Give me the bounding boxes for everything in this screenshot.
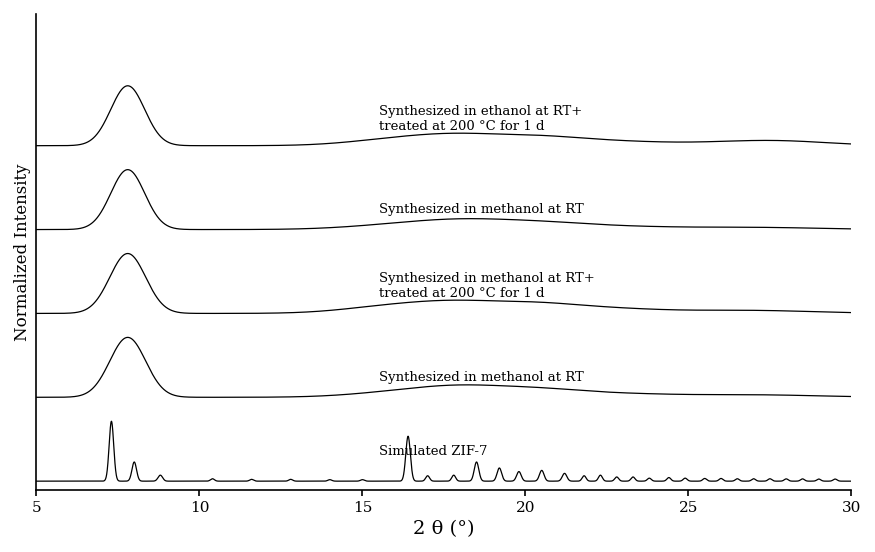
Y-axis label: Normalized Intensity: Normalized Intensity (14, 163, 31, 341)
Text: Synthesized in methanol at RT+
treated at 200 °C for 1 d: Synthesized in methanol at RT+ treated a… (379, 272, 594, 300)
X-axis label: 2 θ (°): 2 θ (°) (413, 520, 474, 538)
Text: Simulated ZIF-7: Simulated ZIF-7 (379, 445, 487, 458)
Text: Synthesized in methanol at RT: Synthesized in methanol at RT (379, 203, 584, 216)
Text: Synthesized in methanol at RT: Synthesized in methanol at RT (379, 371, 584, 384)
Text: Synthesized in ethanol at RT+
treated at 200 °C for 1 d: Synthesized in ethanol at RT+ treated at… (379, 104, 582, 132)
